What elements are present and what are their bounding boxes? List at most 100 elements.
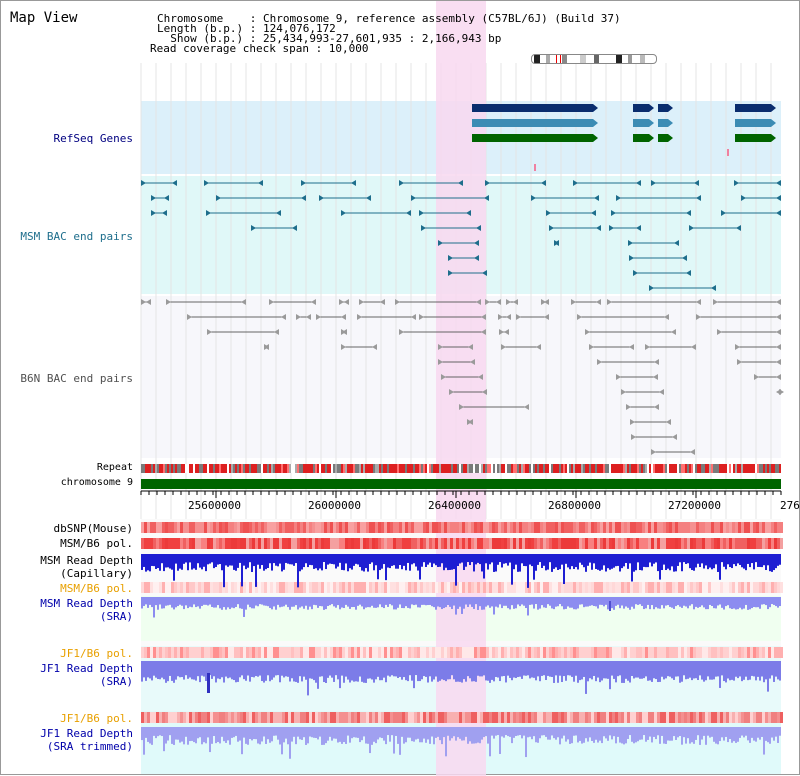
- msm-sra-depth-bar: [327, 597, 329, 607]
- heat-strip-cell: [252, 582, 255, 593]
- msm-capillary-depth-bar: [523, 554, 525, 567]
- msm-sra-depth-bar: [567, 597, 569, 607]
- heat-strip-cell: [630, 522, 633, 533]
- heat-strip-cell: [213, 582, 216, 593]
- repeat-segment: [201, 464, 203, 473]
- jf1-trimmed-depth-bar: [573, 727, 575, 736]
- msm-sra-depth-bar: [335, 597, 337, 608]
- jf1-trimmed-depth-bar: [273, 727, 275, 736]
- chromosome-ideogram[interactable]: [531, 54, 657, 64]
- jf1-trimmed-depth-bar: [743, 727, 745, 738]
- msm-sra-depth-bar: [223, 597, 225, 608]
- repeat-segment: [265, 464, 267, 473]
- repeat-segment: [617, 464, 619, 473]
- repeat-segment: [395, 464, 397, 473]
- heat-strip-cell: [312, 538, 315, 549]
- msm-capillary-depth-bar: [351, 554, 353, 570]
- msm-capillary-depth-bar: [675, 554, 677, 572]
- jf1-trimmed-depth-bar: [673, 727, 675, 737]
- msm-sra-depth-bar: [337, 597, 339, 606]
- heat-strip-cell: [285, 522, 288, 533]
- heat-strip-cell: [573, 522, 576, 533]
- heat-strip-cell: [432, 647, 435, 658]
- heat-strip-cell: [159, 538, 162, 549]
- jf1-trimmed-depth-bar: [441, 727, 443, 745]
- jf1-sra-depth-bar: [201, 661, 203, 676]
- heat-strip-cell: [588, 582, 591, 593]
- jf1-sra-depth-bar: [173, 661, 175, 683]
- jf1-trimmed-depth-bar: [359, 727, 361, 743]
- msm-capillary-depth-bar: [441, 554, 443, 564]
- heat-strip-cell: [648, 538, 651, 549]
- bac-end-arrow: [406, 210, 411, 216]
- msm-capillary-depth-bar: [479, 554, 481, 565]
- repeat-segment: [591, 464, 593, 473]
- heat-strip-cell: [219, 582, 222, 593]
- bac-end-arrow: [501, 344, 506, 350]
- jf1-sra-depth-bar: [637, 661, 639, 678]
- msm-capillary-depth-bar: [571, 554, 573, 567]
- msm-sra-depth-bar: [543, 597, 545, 608]
- heat-strip-cell: [720, 522, 723, 533]
- jf1-trimmed-depth-bar: [161, 727, 163, 737]
- heat-strip-cell: [585, 582, 588, 593]
- jf1-trimmed-depth-bar: [245, 727, 247, 744]
- repeat-segment: [313, 464, 315, 473]
- jf1-sra-depth-bar: [315, 661, 317, 683]
- repeat-segment: [763, 464, 765, 473]
- heat-strip-cell: [303, 538, 306, 549]
- heat-strip-cell: [435, 538, 438, 549]
- heat-strip-cell: [435, 522, 438, 533]
- refseq-gene: [735, 104, 771, 112]
- heat-strip-cell: [414, 582, 417, 593]
- jf1-sra-depth-bar: [759, 661, 761, 681]
- jf1-trimmed-depth-bar: [659, 727, 661, 744]
- jf1-trimmed-depth-bar: [587, 727, 589, 742]
- jf1-sra-depth-bar: [313, 661, 315, 681]
- repeat-segment: [697, 464, 699, 473]
- heat-strip-cell: [570, 712, 573, 723]
- heat-strip-cell: [567, 582, 570, 593]
- msm-sra-depth-bar: [357, 597, 359, 606]
- msm-capillary-depth-bar: [365, 554, 367, 569]
- heat-strip-cell: [630, 538, 633, 549]
- bac-end-arrow: [458, 180, 463, 186]
- msm-capillary-depth-bar: [175, 554, 177, 564]
- heat-strip-cell: [678, 647, 681, 658]
- repeat-segment: [411, 464, 413, 473]
- jf1-sra-depth-bar: [667, 661, 669, 677]
- jf1-sra-depth-bar: [721, 661, 723, 676]
- jf1-trimmed-depth-bar: [237, 727, 239, 742]
- heat-strip-cell: [552, 538, 555, 549]
- repeat-segment: [151, 464, 153, 473]
- repeat-segment: [651, 464, 653, 473]
- msm-capillary-depth-bar: [293, 554, 295, 566]
- jf1-trimmed-depth-bar: [721, 727, 723, 738]
- msm-capillary-depth-bar: [215, 554, 217, 567]
- msm-sra-depth-bar: [155, 597, 157, 606]
- bac-end-arrow: [421, 225, 426, 231]
- jf1-sra-depth-bar: [587, 661, 589, 682]
- heat-strip-cell: [720, 647, 723, 658]
- heat-strip-cell: [666, 538, 669, 549]
- heat-strip-cell: [189, 522, 192, 533]
- heat-strip-cell: [660, 522, 663, 533]
- jf1-sra-depth-bar: [541, 661, 543, 676]
- msm-capillary-depth-bar: [191, 554, 193, 570]
- heat-strip-cell: [195, 712, 198, 723]
- msm-capillary-depth-bar: [655, 554, 657, 563]
- heat-strip-cell: [657, 522, 660, 533]
- jf1-trimmed-depth-bar: [763, 727, 765, 755]
- jf1-trimmed-depth-bar: [553, 727, 555, 739]
- heat-strip-cell: [603, 647, 606, 658]
- repeat-segment: [171, 464, 173, 473]
- jf1-sra-depth-bar: [629, 661, 631, 683]
- jf1-sra-depth-bar: [417, 661, 419, 682]
- msm-capillary-depth-bar: [317, 554, 319, 571]
- jf1-trimmed-depth-bar: [579, 727, 581, 741]
- heat-strip-cell: [294, 647, 297, 658]
- heat-strip-cell: [531, 538, 534, 549]
- heat-strip-cell: [453, 647, 456, 658]
- msm-sra-depth-bar: [197, 597, 199, 607]
